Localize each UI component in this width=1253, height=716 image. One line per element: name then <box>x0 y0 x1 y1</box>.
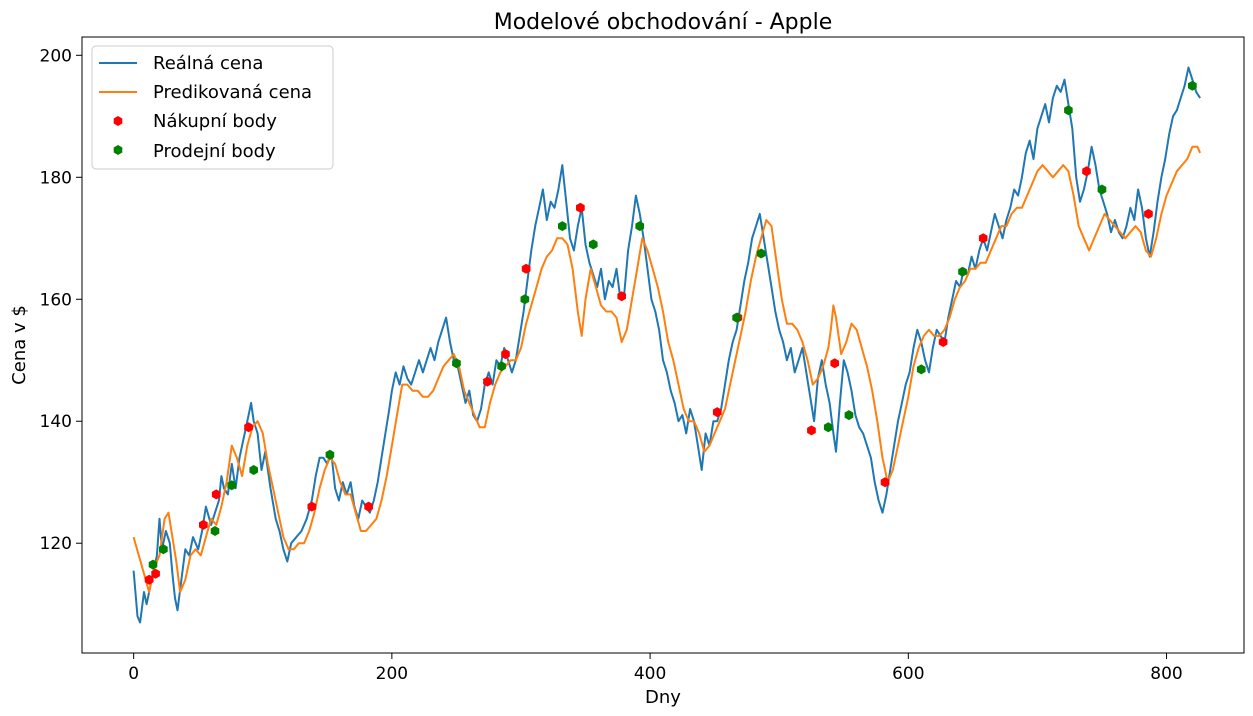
x-tick-label-3: 600 <box>892 664 924 684</box>
x-tick-label-0: 0 <box>128 664 139 684</box>
legend: Reálná cena Predikovaná cena Nákupní bod… <box>91 45 334 170</box>
series-3-marker-11 <box>635 221 645 232</box>
series-3-marker-15 <box>844 410 854 421</box>
series-3-marker-17 <box>958 266 967 277</box>
series-2-marker-10 <box>576 202 585 213</box>
series-3-marker-14 <box>823 422 833 433</box>
series-2-marker-1 <box>151 568 160 579</box>
legend-label-sell: Prodejní body <box>153 141 276 162</box>
legend-label-buy: Nákupní body <box>153 111 277 132</box>
series-3-marker-19 <box>1097 184 1107 195</box>
series-2-marker-18 <box>978 233 988 244</box>
legend-marker-sell <box>113 145 123 155</box>
y-tick-label-0: 120 <box>40 534 72 554</box>
series-3-marker-6 <box>452 358 461 369</box>
series-3-marker-2 <box>210 526 220 536</box>
series-3-marker-18 <box>1064 105 1073 116</box>
series-2-marker-19 <box>1082 166 1091 177</box>
series-3-marker-4 <box>249 465 258 475</box>
series-2-marker-0 <box>144 574 154 585</box>
x-tick-label-1: 200 <box>376 664 408 684</box>
y-tick-label-4: 200 <box>40 46 72 66</box>
x-axis: 0 200 400 600 800 <box>128 653 1183 684</box>
legend-label-predicted: Predikovaná cena <box>153 82 312 103</box>
y-axis-label: Cena v $ <box>9 305 30 385</box>
series-2-marker-3 <box>211 489 221 500</box>
series-2-marker-14 <box>807 425 816 436</box>
series-2-marker-12 <box>712 407 722 418</box>
legend-frame <box>91 45 334 170</box>
series-3-marker-20 <box>1188 80 1197 91</box>
y-axis: 120 140 160 180 200 <box>40 46 82 554</box>
y-tick-label-3: 180 <box>40 168 72 188</box>
series-2-marker-6 <box>364 501 373 512</box>
series-line-0 <box>132 66 1201 624</box>
series-3-marker-7 <box>497 361 506 372</box>
y-tick-label-2: 160 <box>40 290 72 310</box>
series-2-marker-7 <box>483 376 492 387</box>
series-3-marker-1 <box>159 544 168 555</box>
series-3-marker-10 <box>588 239 598 250</box>
series-line-1 <box>132 145 1202 593</box>
series-2-marker-11 <box>617 291 626 302</box>
series-2-marker-16 <box>880 477 890 488</box>
series-2-marker-15 <box>830 358 839 369</box>
x-tick-label-2: 400 <box>634 664 666 684</box>
series-3-marker-16 <box>916 364 926 375</box>
chart-title: Modelové obchodování - Apple <box>494 10 833 35</box>
series-3-marker-5 <box>325 449 335 460</box>
series-3-marker-9 <box>558 221 567 232</box>
series-3-marker-13 <box>756 248 766 259</box>
series-2-marker-20 <box>1144 208 1153 219</box>
series-3-marker-12 <box>732 312 741 323</box>
legend-label-real: Reálná cena <box>153 53 263 74</box>
plot-frame <box>81 36 1245 654</box>
series-2-marker-17 <box>938 337 948 347</box>
legend-marker-buy <box>113 116 123 126</box>
series-2-marker-2 <box>199 519 208 530</box>
series-2-marker-8 <box>501 349 510 360</box>
series-2-marker-9 <box>521 263 531 274</box>
x-axis-label: Dny <box>645 687 681 708</box>
plot-area <box>132 66 1202 624</box>
x-tick-label-4: 800 <box>1150 664 1182 684</box>
series-3-marker-8 <box>520 294 530 305</box>
y-tick-label-1: 140 <box>40 412 72 432</box>
series-3-marker-3 <box>227 480 237 491</box>
series-3-marker-0 <box>148 559 158 570</box>
series-2-marker-5 <box>307 501 317 512</box>
series-2-marker-4 <box>244 422 253 433</box>
